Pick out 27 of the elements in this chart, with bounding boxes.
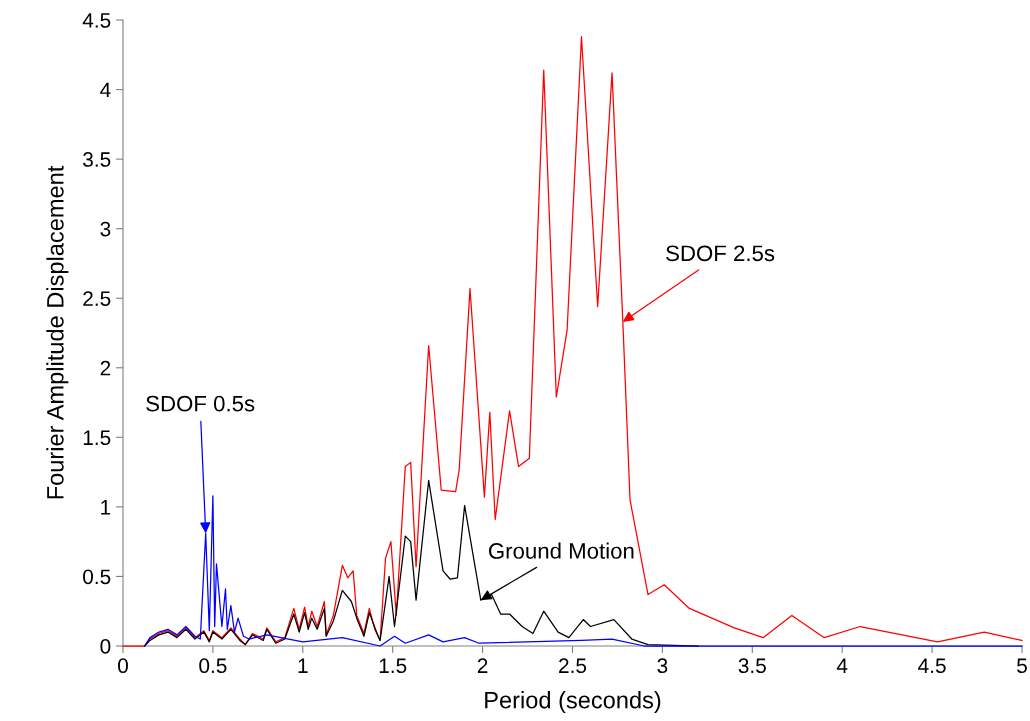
y-axis-title: Fourier Amplitude Displacement [46,165,69,499]
x-axis-title: Period (seconds) [485,691,661,714]
x-tick-label: 4.5 [918,658,946,674]
y-tick-label: 3 [100,221,111,237]
x-tick-label: 2 [477,658,488,673]
annotation: SDOF 2.5s [666,245,775,262]
x-tick-label: 4 [836,658,848,673]
annotation: SDOF 0.5s [146,395,255,412]
x-tick-label: 1 [298,658,308,673]
line-series [143,495,1023,647]
x-tick-label: 0.5 [199,658,227,674]
x-tick-label: 0 [118,658,128,674]
annotation: Ground Motion [488,542,634,559]
y-tick-label: 0 [100,639,111,654]
y-tick-label: 3.5 [83,152,111,167]
y-tick-label: 4 [100,82,111,98]
x-tick-label: 3 [657,658,668,674]
y-tick-label: 4.5 [82,13,111,28]
x-tick-label: 1.5 [379,658,407,674]
x-tick-label: 5 [1017,658,1027,674]
y-tick-label: 2.5 [83,291,111,306]
y-tick-label: 1.5 [83,430,111,446]
y-tick-label: 1 [101,500,111,515]
y-tick-label: 0.5 [83,569,111,585]
x-tick-label: 2.5 [559,658,587,674]
y-tick-label: 2 [100,360,111,376]
x-tick-label: 3.5 [738,658,766,674]
